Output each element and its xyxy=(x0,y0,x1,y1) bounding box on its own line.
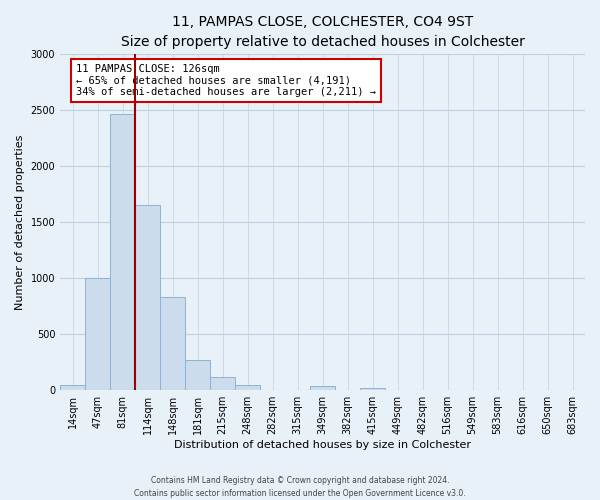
Bar xyxy=(85,278,110,390)
Bar xyxy=(185,360,210,390)
Title: 11, PAMPAS CLOSE, COLCHESTER, CO4 9ST
Size of property relative to detached hous: 11, PAMPAS CLOSE, COLCHESTER, CO4 9ST Si… xyxy=(121,15,524,48)
Text: 11 PAMPAS CLOSE: 126sqm
← 65% of detached houses are smaller (4,191)
34% of semi: 11 PAMPAS CLOSE: 126sqm ← 65% of detache… xyxy=(76,64,376,97)
Bar xyxy=(360,388,385,390)
Y-axis label: Number of detached properties: Number of detached properties xyxy=(15,134,25,310)
Bar xyxy=(135,205,160,390)
X-axis label: Distribution of detached houses by size in Colchester: Distribution of detached houses by size … xyxy=(174,440,471,450)
Bar xyxy=(235,384,260,390)
Text: Contains HM Land Registry data © Crown copyright and database right 2024.
Contai: Contains HM Land Registry data © Crown c… xyxy=(134,476,466,498)
Bar xyxy=(160,297,185,390)
Bar xyxy=(110,114,135,390)
Bar xyxy=(310,386,335,390)
Bar xyxy=(60,384,85,390)
Bar xyxy=(210,377,235,390)
